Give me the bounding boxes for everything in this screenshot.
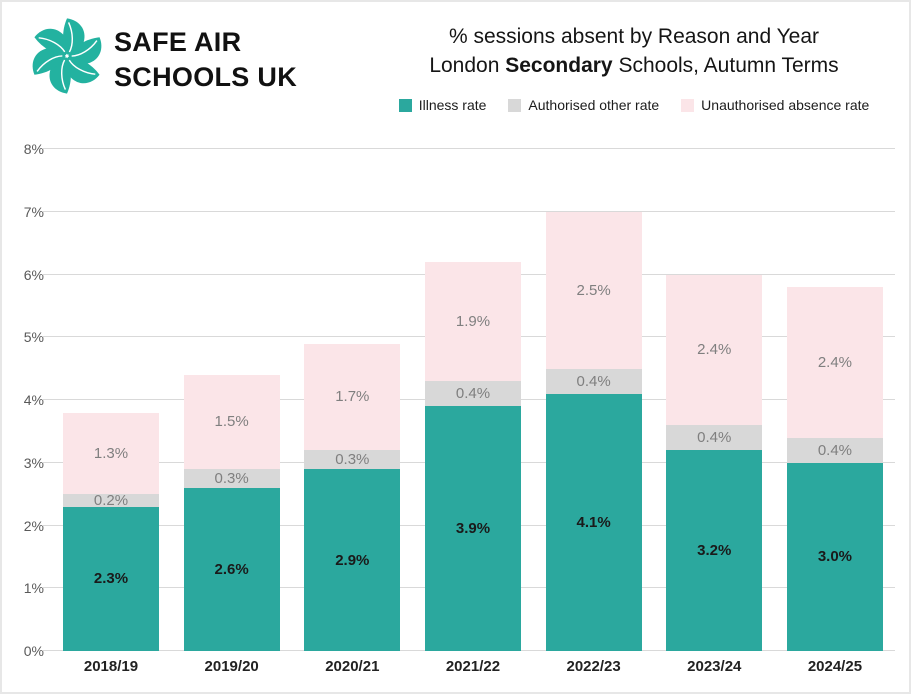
x-tick-label: 2021/22 [445,658,501,675]
title-suffix: Schools, Autumn Terms [612,54,839,77]
data-label: 2.4% [697,341,732,359]
bar-segment: 0.4% [666,425,763,451]
data-label: 0.4% [576,372,611,390]
data-label: 2.9% [335,551,370,569]
legend-label: Authorised other rate [528,97,660,113]
legend-label: Illness rate [418,97,487,113]
bars-container: 1.3% 0.2% 2.3% 1.5% 0.3% 2.6% 1.7% 0.3% 2.9% 1.9%… [50,149,895,651]
legend-label: Unauthorised absence rate [701,97,870,113]
y-tick-label: 8% [23,141,44,157]
data-label: 2.6% [214,560,249,578]
bar-segment: 1.7% [304,343,401,451]
data-label: 3.9% [455,520,491,538]
bar-segment: 0.4% [786,437,883,463]
data-label: 1.7% [335,388,370,406]
bar-segment: 2.4% [666,274,763,426]
x-tick-label: 2024/25 [807,658,863,675]
legend-swatch [398,98,412,112]
data-label: 1.3% [93,444,129,462]
x-axis-labels: 2018/19 2019/20 2020/21 2021/22 2022/23 2023/… [50,658,895,675]
y-tick-label: 2% [23,517,44,534]
bar-segment: 1.3% [63,412,159,495]
data-label: 0.3% [214,469,249,487]
bar-segment: 1.5% [183,374,280,470]
x-tick-label: 2018/19 [83,658,139,675]
data-label: 0.3% [335,451,370,469]
data-label: 1.9% [455,313,491,331]
bar-segment: 4.1% [545,393,642,651]
bar-column-2019-20: 1.5% 0.3% 2.6% [183,374,280,651]
bar-segment: 0.3% [304,450,401,470]
legend-item: Authorised other rate [508,97,659,113]
bar-segment: 2.4% [786,287,883,438]
bar-segment: 0.4% [424,381,521,407]
safe-air-schools-logo-icon [32,18,102,94]
bar-column-2020-21: 1.7% 0.3% 2.9% [304,343,401,651]
data-label: 2.3% [93,570,129,588]
bar-column-2018-19: 1.3% 0.2% 2.3% [63,412,159,651]
bar-segment: 0.3% [183,469,280,488]
brand-name-line2: SCHOOLS UK [114,62,298,92]
data-label: 0.2% [93,491,129,509]
x-tick-label: 2019/20 [204,658,259,675]
bar-segment: 0.2% [63,491,159,509]
data-label: 1.5% [214,413,249,431]
gridline [42,148,895,149]
data-label: 4.1% [576,513,611,531]
y-tick-label: 5% [23,329,44,346]
bar-column-2023-24: 2.4% 0.4% 3.2% [666,274,763,652]
bar-segment: 3.9% [424,406,521,651]
y-tick-label: 0% [23,643,44,659]
bar-segment: 1.9% [424,261,521,382]
title-bold-word: Secondary [505,54,613,77]
x-tick-label: 2020/21 [325,658,380,675]
data-label: 2.4% [817,353,853,371]
bar-column-2024-25: 2.4% 0.4% 3.0% [786,287,883,651]
y-tick-label: 4% [23,392,44,408]
data-label: 0.4% [817,441,853,459]
legend: Illness rate Authorised other rate Unautho… [370,97,898,113]
plot-area: 1.3% 0.2% 2.3% 1.5% 0.3% 2.6% 1.7% 0.3% 2.9% 1.9%… [42,148,895,651]
x-tick-label: 2022/23 [566,658,621,675]
y-tick-label: 3% [23,454,44,471]
title-prefix: London [429,54,506,77]
legend-item: Illness rate [398,97,487,113]
x-tick-label: 2023/24 [687,658,742,675]
data-label: 2.5% [576,281,611,299]
data-label: 3.2% [697,542,732,560]
chart-title-line1: % sessions absent by Reason and Year [448,25,820,48]
y-tick-label: 7% [23,203,44,220]
chart-title-line2: London Secondary Schools, Autumn Terms [370,51,898,80]
bar-segment: 3.2% [666,450,763,651]
brand-name: SAFE AIR SCHOOLS UK [114,25,297,95]
data-label: 0.4% [697,429,732,447]
y-axis-labels: 0% 1% 2% 3% 4% 5% 6% 7% 8% [8,141,44,659]
bar-segment: 3.0% [786,462,883,651]
legend-swatch [508,98,522,112]
chart-title: % sessions absent by Reason and Year Lon… [370,22,898,80]
y-tick-label: 6% [23,266,44,283]
bar-segment: 2.9% [304,469,401,651]
gridline [42,210,895,212]
legend-item: Unauthorised absence rate [681,97,869,113]
legend-swatch [681,98,695,112]
y-tick-label: 1% [23,580,44,597]
bar-segment: 2.3% [63,506,159,651]
data-label: 0.4% [455,385,491,403]
bar-column-2022-23: 2.5% 0.4% 4.1% [545,211,642,651]
data-label: 3.0% [817,548,853,566]
bar-segment: 0.4% [545,368,642,394]
bar-segment: 2.6% [183,487,280,651]
brand-name-line1: SAFE AIR [114,27,242,57]
bar-column-2021-22: 1.9% 0.4% 3.9% [424,261,521,651]
bar-segment: 2.5% [545,211,642,369]
